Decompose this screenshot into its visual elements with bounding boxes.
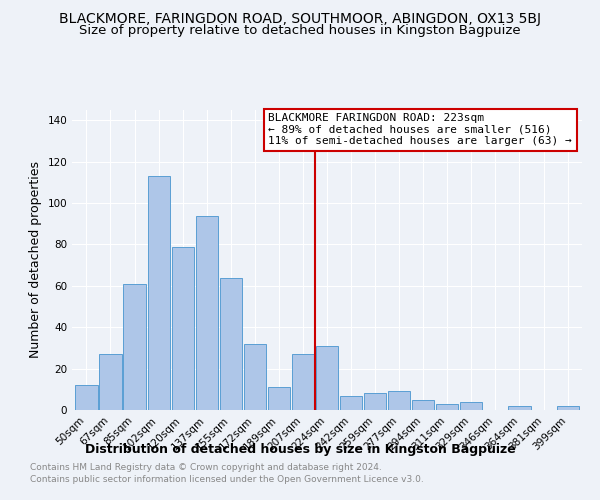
Bar: [316, 346, 338, 410]
Text: BLACKMORE, FARINGDON ROAD, SOUTHMOOR, ABINGDON, OX13 5BJ: BLACKMORE, FARINGDON ROAD, SOUTHMOOR, AB…: [59, 12, 541, 26]
Text: BLACKMORE FARINGDON ROAD: 223sqm
← 89% of detached houses are smaller (516)
11% : BLACKMORE FARINGDON ROAD: 223sqm ← 89% o…: [268, 113, 572, 146]
Bar: [388, 392, 410, 410]
Bar: [172, 246, 194, 410]
Bar: [557, 406, 578, 410]
Bar: [148, 176, 170, 410]
Bar: [364, 394, 386, 410]
Bar: [220, 278, 242, 410]
Text: Contains HM Land Registry data © Crown copyright and database right 2024.: Contains HM Land Registry data © Crown c…: [30, 464, 382, 472]
Bar: [508, 406, 530, 410]
Bar: [340, 396, 362, 410]
Text: Size of property relative to detached houses in Kingston Bagpuize: Size of property relative to detached ho…: [79, 24, 521, 37]
Bar: [124, 284, 146, 410]
Bar: [196, 216, 218, 410]
Y-axis label: Number of detached properties: Number of detached properties: [29, 162, 42, 358]
Bar: [268, 387, 290, 410]
Bar: [100, 354, 122, 410]
Text: Contains public sector information licensed under the Open Government Licence v3: Contains public sector information licen…: [30, 475, 424, 484]
Bar: [292, 354, 314, 410]
Bar: [76, 385, 98, 410]
Text: Distribution of detached houses by size in Kingston Bagpuize: Distribution of detached houses by size …: [85, 442, 515, 456]
Bar: [412, 400, 434, 410]
Bar: [436, 404, 458, 410]
Bar: [244, 344, 266, 410]
Bar: [460, 402, 482, 410]
